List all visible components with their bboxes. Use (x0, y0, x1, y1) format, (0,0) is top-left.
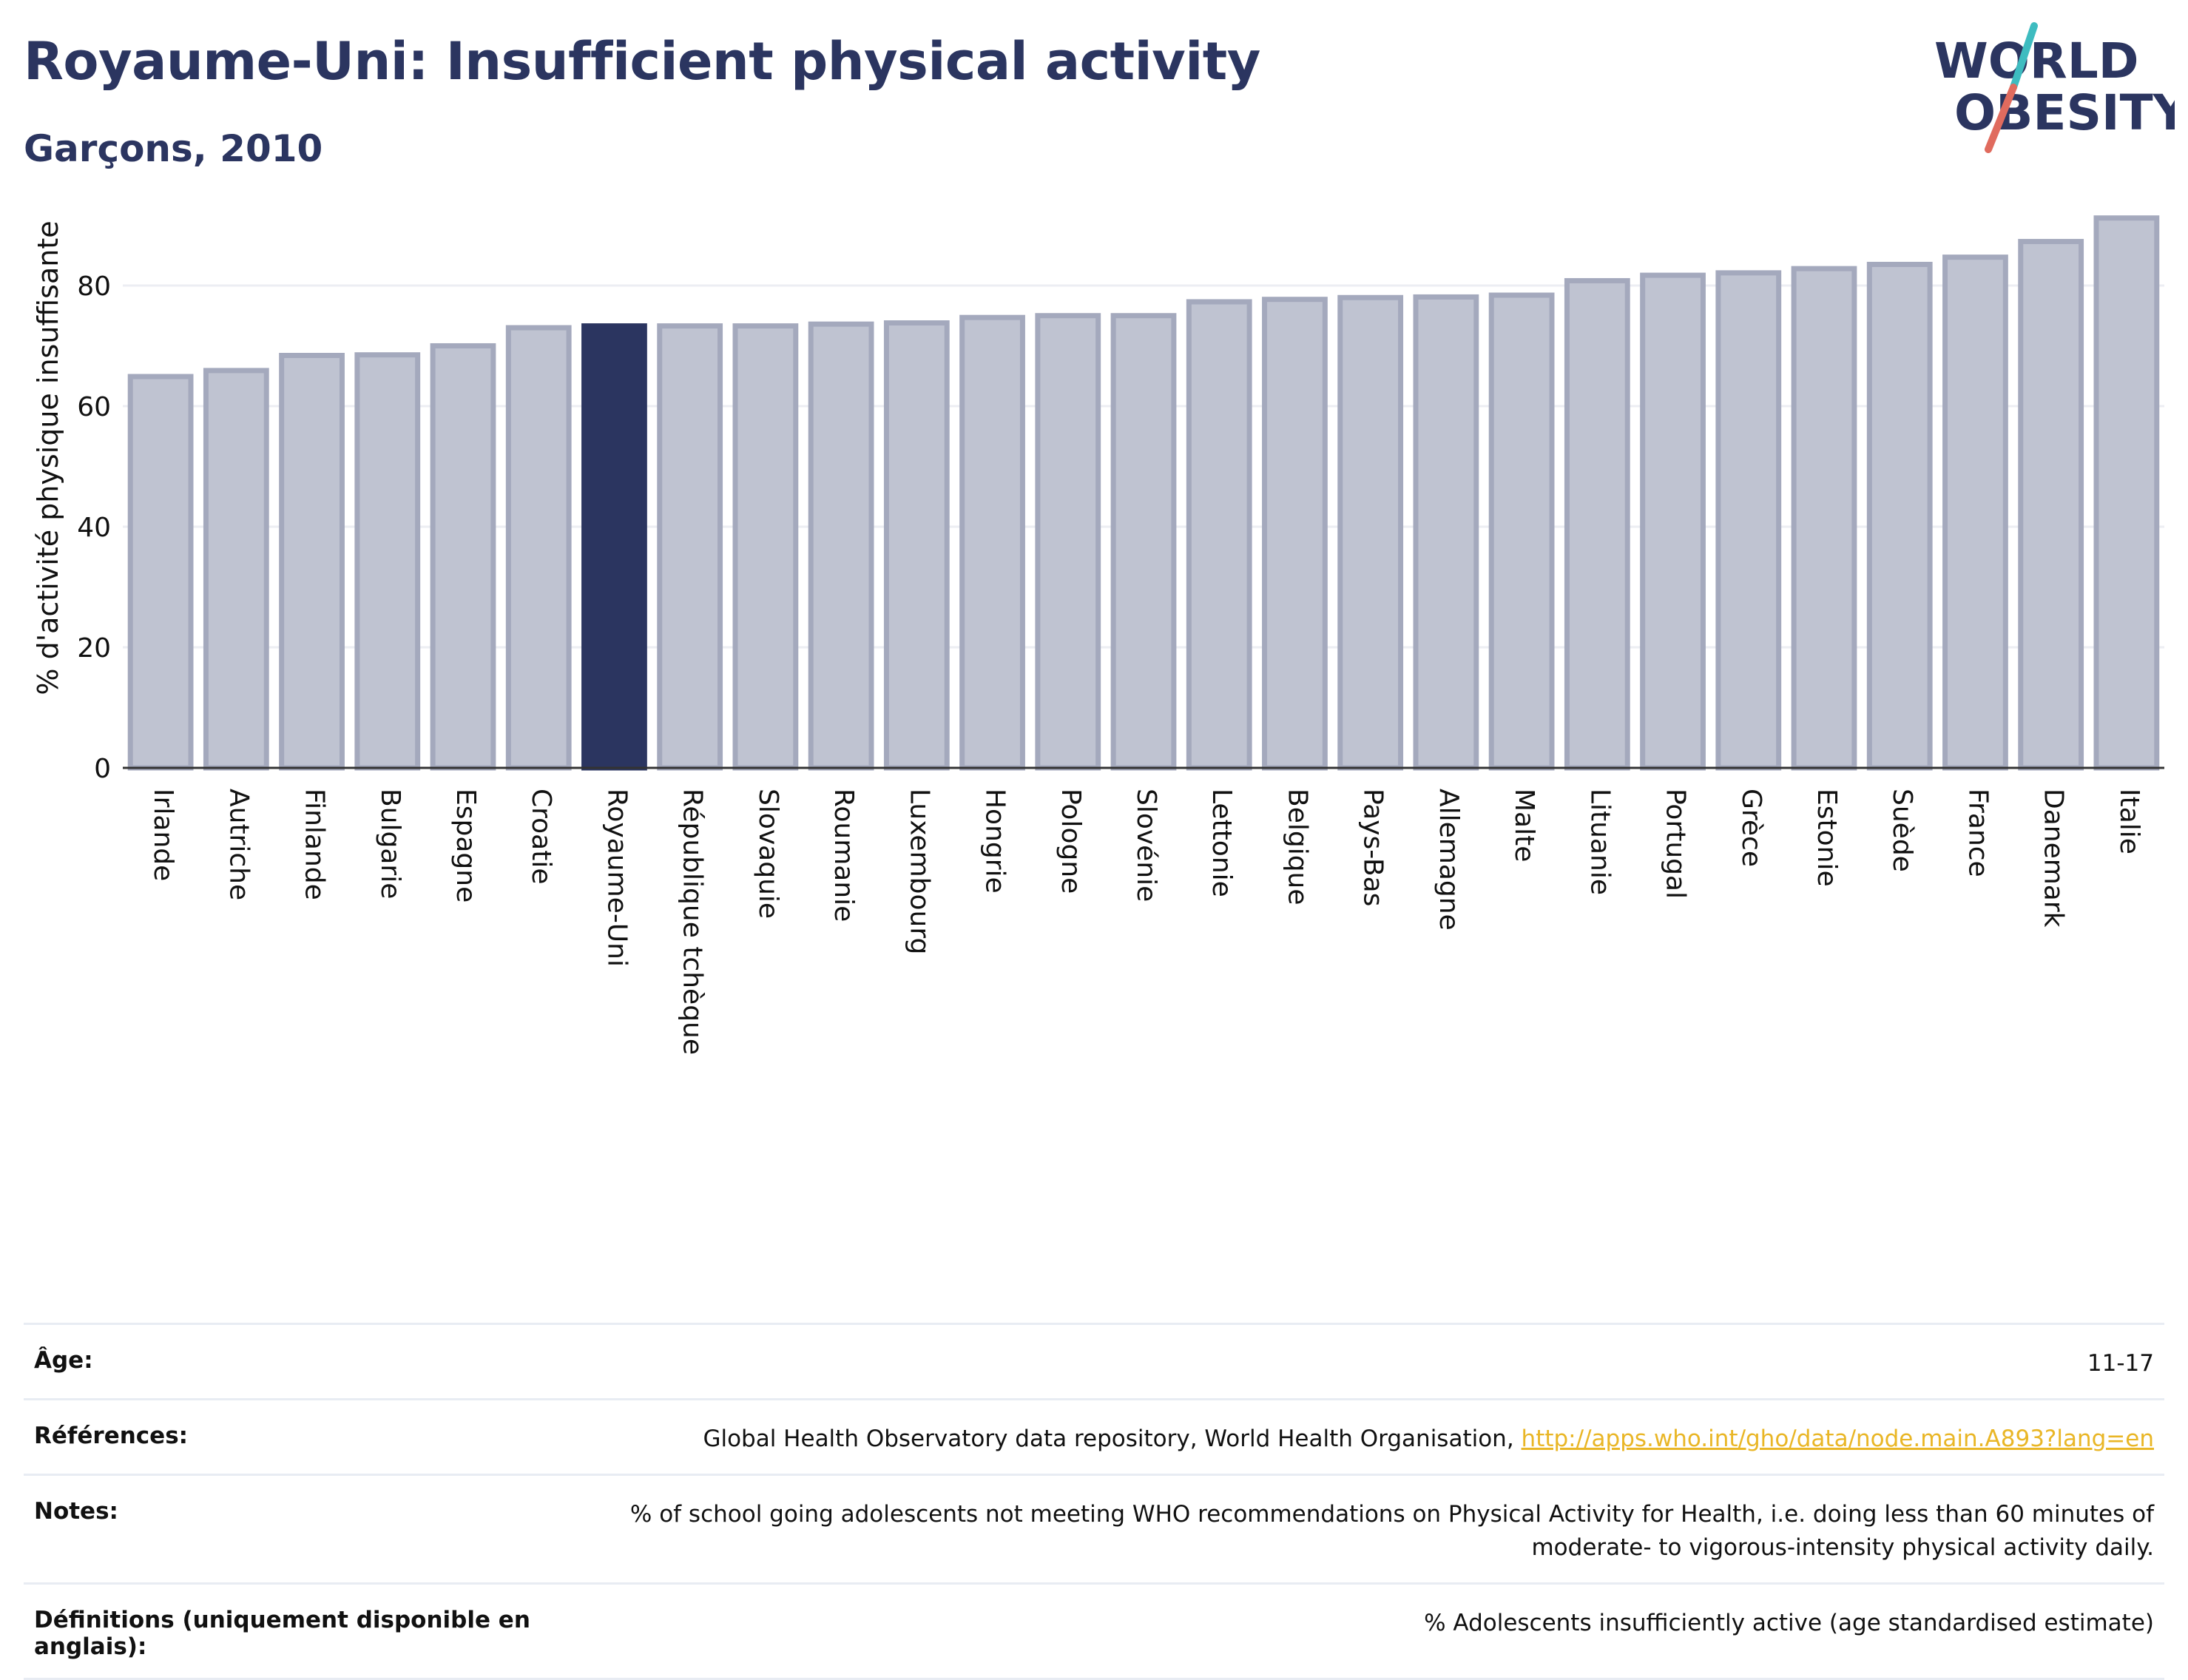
bar-Irlande (127, 374, 194, 771)
x-tick-label: Belgique (1282, 789, 1312, 905)
x-tick-label: Royaume-Uni (601, 789, 632, 967)
metadata-table: Âge: 11-17 Références: Global Health Observ… (24, 1323, 2164, 1680)
x-tick-label: Pays-Bas (1358, 789, 1388, 906)
bar-chart: 0 20 40 60 80 Irlande Autriche Finlande Bulgari… (32, 215, 2164, 1055)
x-tick-label: Portugal (1661, 789, 1691, 899)
bar-Lettonie (1186, 299, 1252, 771)
x-tick-label: Estonie (1811, 789, 1842, 887)
bar-Italie (2093, 215, 2160, 771)
x-tick-label: Luxembourg (904, 789, 934, 954)
chart-title: Royaume-Uni: Insufficient physical activ… (24, 31, 1260, 92)
bar-Malte (1488, 292, 1555, 771)
bar-Suède (1866, 261, 1933, 771)
x-tick-label: République tchèque (678, 789, 708, 1055)
bar-Pays-Bas (1337, 294, 1404, 771)
bar-Hongrie (959, 314, 1025, 771)
meta-key: Notes: (24, 1473, 547, 1584)
y-axis-label: % d'activité physique insuffisante (32, 220, 64, 695)
y-tick-label: 60 (77, 392, 111, 422)
bar-Allemagne (1413, 294, 1479, 771)
x-tick-label: Slovénie (1131, 789, 1161, 902)
meta-value: Global Health Observatory data repositor… (547, 1397, 2164, 1475)
x-tick-label: Lituanie (1584, 789, 1615, 895)
world-obesity-logo: WORLD OBESITY (1934, 22, 2175, 153)
bar-Croatie (505, 325, 572, 771)
x-tick-label: Malte (1509, 789, 1539, 862)
x-tick-label: Slovaquie (753, 789, 783, 919)
x-tick-label: Finlande (300, 789, 330, 900)
meta-row: Âge: 11-17 (24, 1323, 2164, 1400)
x-tick-label: France (1962, 789, 1993, 877)
logo-slash-teal (2010, 22, 2038, 91)
x-tick-label: Suède (1887, 789, 1917, 872)
x-tick-label: Danemark (2039, 789, 2069, 928)
meta-value: 11-17 (547, 1323, 2164, 1400)
x-tick-label: Croatie (526, 789, 556, 885)
meta-key: Références: (24, 1397, 547, 1475)
bar-Slovaquie (732, 323, 799, 771)
bar-Espagne (430, 343, 496, 771)
x-tick-label: Autriche (223, 789, 254, 900)
x-tick-label: Espagne (450, 789, 481, 903)
logo-line-2: OBESITY (1954, 84, 2175, 141)
bar-Danemark (2018, 238, 2084, 771)
bar-Pologne (1035, 313, 1101, 771)
chart-bars (127, 215, 2160, 771)
meta-value: % Adolescents insufficiently active (age… (547, 1582, 2164, 1680)
meta-value-text: 11-17 (2087, 1350, 2154, 1377)
bar-Estonie (1791, 266, 1857, 771)
meta-value: % of school going adolescents not meetin… (547, 1473, 2164, 1584)
x-tick-label: Hongrie (980, 789, 1010, 894)
meta-value-text: Global Health Observatory data repositor… (703, 1425, 1522, 1452)
y-tick-label: 20 (77, 633, 111, 664)
y-tick-label: 80 (77, 271, 111, 302)
meta-value-text: % of school going adolescents not meetin… (629, 1500, 2154, 1561)
bar-Grèce (1715, 270, 1782, 771)
logo-line-1: WORLD (1934, 33, 2139, 90)
meta-key: Âge: (24, 1323, 547, 1400)
logo-slash-coral (1985, 84, 2017, 153)
meta-row: Références: Global Health Observatory dat… (24, 1397, 2164, 1475)
x-tick-label: Irlande (148, 789, 178, 881)
x-tick-label: Allemagne (1434, 789, 1464, 931)
bar-Roumanie (808, 321, 874, 771)
chart-subtitle: Garçons, 2010 (24, 127, 323, 170)
x-tick-label: Pologne (1056, 789, 1086, 894)
y-tick-label: 40 (77, 513, 111, 543)
bar-Royaume-Uni (581, 323, 647, 771)
x-tick-label: Roumanie (828, 789, 859, 922)
reference-link[interactable]: http://apps.who.int/gho/data/node.main.A… (1521, 1425, 2154, 1452)
x-tick-label: Bulgarie (375, 789, 405, 899)
meta-row: Notes: % of school going adolescents not … (24, 1473, 2164, 1584)
x-axis-ticks: Irlande Autriche Finlande Bulgarie Espagne Cr… (148, 789, 2144, 1055)
meta-row: Définitions (uniquement disponible en an… (24, 1582, 2164, 1680)
meta-key: Définitions (uniquement disponible en an… (24, 1582, 547, 1680)
bar-République tchèque (657, 323, 723, 771)
x-tick-label: Lettonie (1206, 789, 1237, 897)
bar-Lituanie (1564, 277, 1630, 771)
bar-Portugal (1640, 272, 1706, 771)
meta-value-text: % Adolescents insufficiently active (age… (1424, 1609, 2154, 1636)
y-tick-label: 0 (94, 754, 111, 784)
x-tick-label: Grèce (1736, 789, 1766, 867)
bar-Luxembourg (883, 320, 950, 771)
bar-Bulgarie (354, 352, 421, 771)
bar-France (1942, 254, 2008, 771)
y-axis-ticks: 0 20 40 60 80 (77, 271, 111, 784)
bar-Finlande (279, 353, 345, 771)
bar-Autriche (203, 368, 269, 771)
x-tick-label: Italie (2114, 789, 2144, 854)
bar-Belgique (1262, 297, 1328, 771)
bar-Slovénie (1110, 313, 1177, 771)
